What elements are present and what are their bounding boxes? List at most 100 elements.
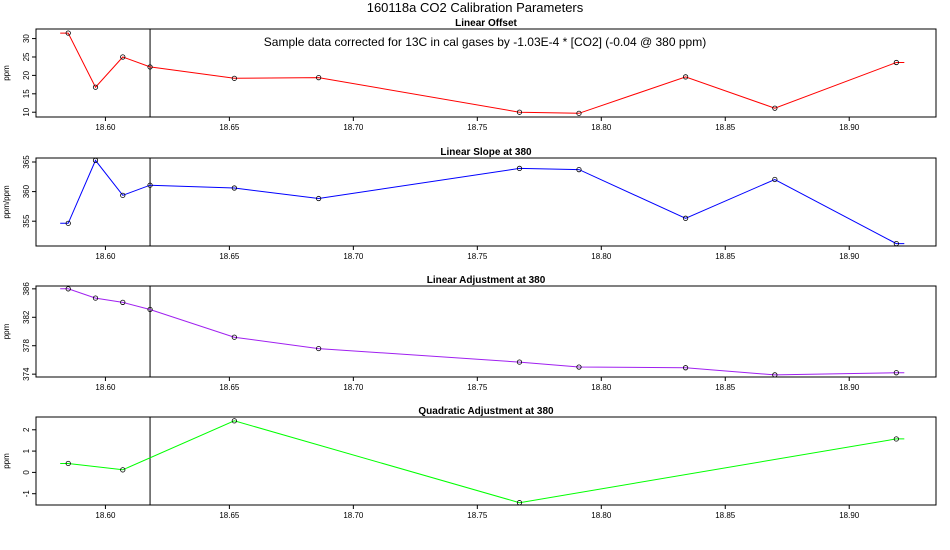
plot-frame — [35, 416, 937, 506]
data-point — [147, 182, 153, 188]
plot-frame — [35, 157, 937, 247]
x-tick-label: 18.65 — [219, 383, 240, 392]
data-point — [65, 286, 71, 292]
panel-title: Linear Adjustment at 380 — [427, 275, 546, 286]
x-tick-label: 18.80 — [591, 252, 612, 261]
x-tick-label: 18.90 — [839, 123, 860, 132]
data-point — [893, 59, 899, 66]
data-point — [682, 74, 689, 80]
y-tick-label: 1 — [22, 448, 31, 453]
y-tick-label: 382 — [22, 310, 31, 324]
data-point — [92, 84, 99, 90]
x-tick-label: 18.60 — [95, 511, 116, 520]
y-tick-label: 2 — [22, 427, 31, 432]
figure-title: 160118a CO2 Calibration Parameters — [367, 0, 584, 15]
y-tick-label: 360 — [22, 184, 31, 198]
y-axis-label: ppm — [2, 453, 11, 469]
data-point — [231, 75, 237, 81]
data-point — [576, 167, 582, 173]
plot-frame — [35, 28, 937, 118]
panel-title: Linear Slope at 380 — [440, 147, 532, 158]
x-tick-label: 18.70 — [343, 511, 364, 520]
data-point — [231, 185, 237, 191]
y-tick-label: 20 — [22, 70, 31, 79]
x-tick-label: 18.80 — [591, 123, 612, 132]
data-point — [65, 220, 71, 226]
x-tick-label: 18.70 — [343, 252, 364, 261]
x-tick-label: 18.75 — [467, 511, 488, 520]
data-point — [120, 54, 126, 60]
y-tick-label: 386 — [22, 282, 31, 296]
panel-linear-slope: Linear Slope at 380 ppm/ppm 18.60 18.65 18… — [2, 147, 937, 261]
plot-frame — [35, 285, 937, 378]
series-line — [60, 420, 905, 504]
data-point — [316, 345, 322, 352]
x-tick-label: 18.65 — [219, 123, 240, 132]
y-tick-label: 30 — [22, 34, 31, 43]
data-point — [893, 241, 899, 247]
x-tick-label: 18.65 — [219, 511, 240, 520]
x-tick-label: 18.80 — [591, 511, 612, 520]
series-line — [60, 288, 905, 376]
panel-title: Quadratic Adjustment at 380 — [418, 406, 554, 417]
y-tick-label: -1 — [22, 490, 31, 498]
y-tick-label: 355 — [22, 214, 31, 228]
data-point — [92, 295, 99, 301]
x-tick-label: 18.70 — [343, 383, 364, 392]
data-point — [316, 195, 322, 202]
x-tick-label: 18.60 — [95, 123, 116, 132]
series-line — [60, 159, 905, 245]
data-point — [120, 467, 126, 473]
x-tick-label: 18.85 — [715, 252, 736, 261]
data-point — [576, 364, 582, 370]
data-point — [772, 372, 778, 378]
data-point — [65, 30, 71, 36]
data-point — [893, 436, 899, 442]
y-axis-label: ppm — [2, 323, 11, 339]
x-tick-label: 18.75 — [467, 252, 488, 261]
panel-title: Linear Offset — [455, 18, 517, 29]
data-point — [516, 500, 523, 506]
x-tick-label: 18.90 — [839, 252, 860, 261]
x-tick-label: 18.75 — [467, 383, 488, 392]
panel-linear-adjustment: Linear Adjustment at 380 ppm 18.60 18.65 1… — [2, 275, 937, 392]
data-point — [147, 64, 153, 70]
data-point — [682, 365, 689, 371]
data-point — [147, 306, 153, 313]
y-tick-label: 10 — [22, 107, 31, 116]
x-tick-label: 18.65 — [219, 252, 240, 261]
y-tick-label: 365 — [22, 155, 31, 169]
x-tick-label: 18.60 — [95, 252, 116, 261]
x-tick-label: 18.60 — [95, 383, 116, 392]
y-tick-label: 0 — [22, 470, 31, 475]
y-axis-label: ppm/ppm — [2, 185, 11, 219]
y-tick-label: 374 — [22, 367, 31, 381]
data-point — [65, 460, 71, 467]
x-tick-label: 18.80 — [591, 383, 612, 392]
x-tick-label: 18.75 — [467, 123, 488, 132]
data-point — [120, 192, 126, 198]
x-tick-label: 18.85 — [715, 383, 736, 392]
panel-quadratic-adjustment: Quadratic Adjustment at 380 ppm 18.60 18.… — [2, 406, 937, 520]
y-tick-label: 15 — [22, 89, 31, 98]
data-point — [516, 165, 523, 171]
x-tick-label: 18.90 — [839, 383, 860, 392]
data-point — [120, 299, 126, 305]
panel-annotation: Sample data corrected for 13C in cal gas… — [264, 35, 706, 49]
data-point — [516, 109, 523, 115]
panel-linear-offset: Linear Offset Sample data corrected for … — [2, 18, 937, 132]
x-tick-label: 18.70 — [343, 123, 364, 132]
y-tick-label: 378 — [22, 339, 31, 353]
data-point — [772, 105, 778, 111]
series-line — [60, 32, 905, 114]
data-point — [576, 110, 582, 116]
data-point — [316, 75, 322, 81]
data-point — [893, 370, 899, 376]
x-tick-label: 18.90 — [839, 511, 860, 520]
data-point — [231, 334, 237, 340]
x-tick-label: 18.85 — [715, 511, 736, 520]
y-axis-label: ppm — [2, 65, 11, 81]
data-point — [516, 359, 523, 365]
x-tick-label: 18.85 — [715, 123, 736, 132]
